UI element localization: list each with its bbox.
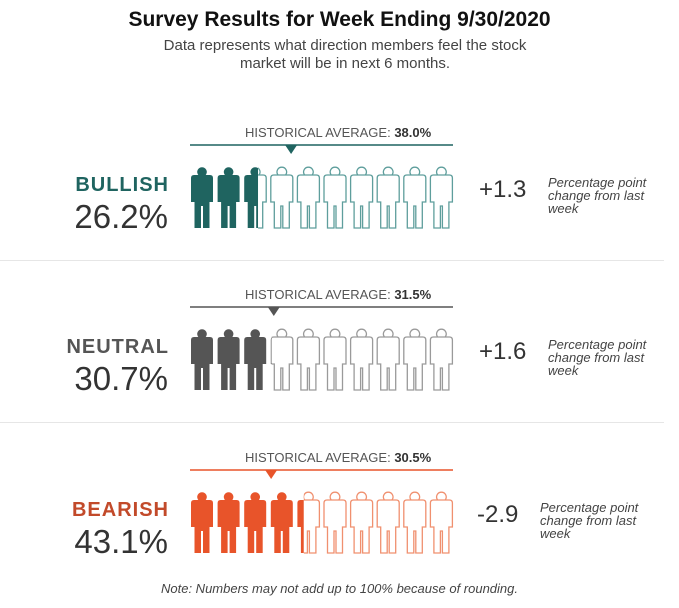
bearish-person-icon [376,491,400,554]
historical-average-label: HISTORICAL AVERAGE: [245,287,391,302]
section-divider [0,260,664,261]
neutral-icon-array [190,306,454,391]
neutral-section: HISTORICAL AVERAGE: 31.5% NEUTRAL 30.7% … [0,272,679,432]
historical-average-label: HISTORICAL AVERAGE: [245,125,391,140]
bullish-change: +1.3 [479,176,527,203]
neutral-person-icon [349,328,374,391]
neutral-change: +1.6 [479,338,527,365]
bearish-person-icon [429,491,454,554]
neutral-person-icon [429,328,454,391]
bearish-icon-array [190,469,454,554]
bearish-person-icon [191,492,213,553]
bearish-person-icon [403,491,427,554]
footnote: Note: Numbers may not add up to 100% bec… [161,581,518,596]
section-divider [0,422,664,423]
bullish-person-icon [349,166,374,229]
bearish-person-icon [349,491,374,554]
bearish-change-note: Percentage point change from last week [540,500,639,541]
historical-average-value: 38.0% [394,125,432,140]
neutral-person-icon [270,328,294,391]
bearish-section: HISTORICAL AVERAGE: 30.5% BEARISH 43.1% … [0,435,679,595]
bullish-person-icon [244,167,267,229]
neutral-person-icon [323,328,347,391]
neutral-change-note: Percentage point change from last week [548,337,647,378]
bullish-person-icon [217,167,240,228]
bearish-label: BEARISH [71,499,169,521]
bullish-person-icon [376,166,400,229]
bullish-historical-average: HISTORICAL AVERAGE: 38.0% [245,125,431,140]
bullish-section: HISTORICAL AVERAGE: 38.0% BULLISH 26.2% … [0,110,679,270]
bullish-historical-marker [285,145,298,154]
bearish-change: -2.9 [477,501,519,528]
bullish-icon-array [190,144,454,229]
bearish-historical-marker [265,470,278,479]
bearish-person-icon [297,491,321,554]
bearish-person-icon [244,492,267,553]
bearish-historical-average: HISTORICAL AVERAGE: 30.5% [245,450,431,465]
neutral-person-icon [376,328,400,391]
chart-title: Survey Results for Week Ending 9/30/2020 [128,8,551,31]
bullish-value: 26.2% [74,198,168,235]
historical-average-label: HISTORICAL AVERAGE: [245,450,391,465]
historical-average-value: 31.5% [394,287,432,302]
neutral-person-icon [403,328,427,391]
neutral-person-icon [191,329,213,390]
historical-average-value: 30.5% [394,450,432,465]
bearish-person-icon [217,492,240,553]
bullish-person-icon [429,166,454,229]
bullish-person-icon [191,167,213,228]
bullish-person-icon [403,166,427,229]
neutral-label: NEUTRAL [66,336,169,358]
neutral-person-icon [296,328,321,391]
bullish-person-icon [323,166,347,229]
chart-subtitle: Data represents what direction members f… [163,37,527,72]
neutral-historical-marker [267,307,280,316]
bullish-label: BULLISH [75,174,169,196]
bullish-change-note: Percentage point change from last week [548,175,647,216]
bearish-person-icon [270,492,293,553]
bearish-value: 43.1% [74,523,168,560]
neutral-value: 30.7% [74,360,168,397]
neutral-historical-average: HISTORICAL AVERAGE: 31.5% [245,287,431,302]
bearish-person-icon [323,491,347,554]
neutral-person-icon [244,329,267,390]
neutral-person-icon [217,329,240,390]
bullish-person-icon [270,166,294,229]
bullish-person-icon [296,166,321,229]
